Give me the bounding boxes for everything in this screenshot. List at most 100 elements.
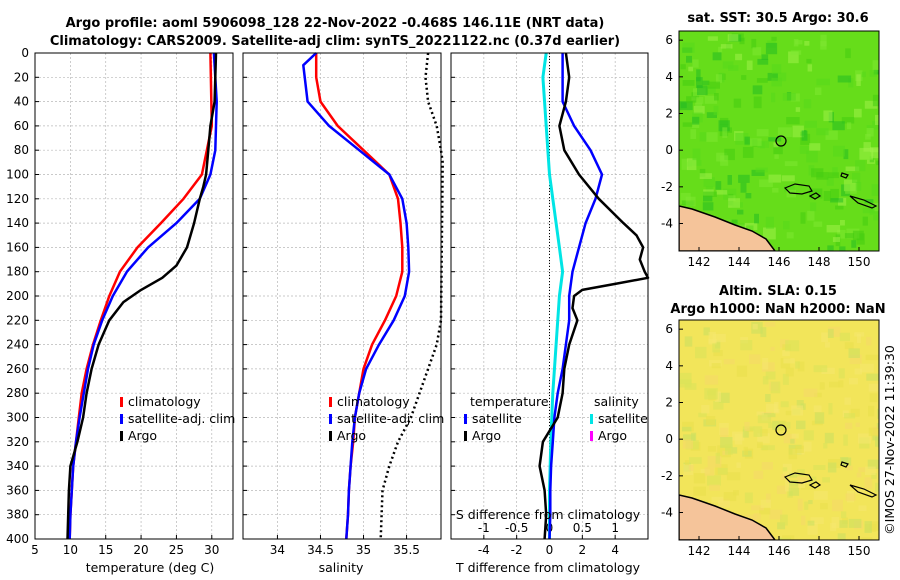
map-cell	[738, 174, 750, 183]
map-cell	[707, 475, 721, 486]
map-cell	[846, 465, 853, 471]
map-cell	[810, 202, 817, 212]
map-cell	[770, 346, 775, 351]
depth-tick-label: 20	[14, 70, 29, 84]
map-cell	[686, 96, 697, 103]
map-cell	[814, 412, 825, 424]
map-cell	[795, 40, 803, 45]
series-argo	[66, 52, 218, 540]
panel-frame	[242, 52, 442, 540]
map-cell	[872, 60, 879, 72]
imos-stamp: ©IMOS 27-Nov-2022 11:39:30	[882, 345, 897, 535]
map-cell	[777, 127, 792, 137]
map-cell	[826, 176, 834, 186]
map-cell	[864, 100, 878, 109]
map-cell	[803, 430, 814, 441]
temperature-panel: 5 10 15 20 25 30 climatology satellite-adj. cli…	[31, 52, 235, 557]
map-cell	[797, 498, 803, 511]
map-cell	[699, 173, 712, 179]
map-cell	[693, 486, 706, 496]
x-tick-label: 25	[169, 543, 184, 557]
map-cell	[868, 427, 879, 437]
map-cell	[806, 150, 818, 163]
t-difference-axis-label: T difference from climatology	[455, 560, 641, 575]
map-cell	[852, 172, 861, 183]
x-tick-label: 20	[133, 543, 148, 557]
map-cell	[868, 383, 879, 392]
map-cell	[683, 464, 694, 476]
map-cell	[751, 169, 765, 176]
land-new-guinea	[679, 205, 776, 251]
x-tick-label: -2	[511, 543, 523, 557]
map-cell	[800, 484, 815, 490]
map-cell	[807, 64, 813, 72]
map-cell	[845, 422, 853, 429]
map-cell	[837, 533, 846, 540]
map-cell	[824, 342, 830, 348]
depth-tick-label: 320	[6, 435, 29, 449]
map-cell	[827, 245, 834, 251]
map-cell	[782, 463, 792, 475]
map-cell	[753, 470, 764, 479]
map-cell	[745, 225, 754, 232]
lat-tick-label: -4	[661, 506, 673, 520]
legend-swatch	[120, 431, 123, 441]
map-cell	[807, 522, 818, 535]
map-cell	[737, 209, 744, 215]
lat-tick-label: 6	[665, 33, 673, 47]
depth-tick-label: 0	[21, 46, 29, 60]
lat-tick-label: -2	[661, 469, 673, 483]
map-cell	[824, 432, 834, 444]
sst-map-panel: 142 144 146 148 150 6 4 2 0 -2 -4	[661, 30, 880, 269]
map-cell	[800, 212, 806, 224]
map-cell	[688, 66, 694, 72]
map-cell	[801, 130, 808, 141]
map-cell	[680, 102, 687, 109]
legend-label: satellite-adj. clim	[337, 411, 444, 426]
map-cell	[795, 107, 801, 112]
map-cell	[751, 505, 764, 511]
map-cell	[846, 122, 852, 130]
map-cell	[841, 511, 847, 519]
legend-swatch	[120, 397, 123, 407]
map-cell	[744, 492, 753, 504]
depth-tick-label: 140	[6, 216, 29, 230]
map-cell	[845, 48, 851, 59]
map-cell	[796, 400, 804, 408]
map-cell	[692, 59, 699, 68]
map-cell	[768, 137, 782, 142]
map-cell	[703, 195, 713, 202]
map-cell	[760, 445, 775, 451]
x-tick-label: 15	[98, 543, 113, 557]
lat-tick-label: 2	[665, 107, 673, 121]
map-cell	[773, 145, 783, 155]
map-cell	[783, 433, 796, 444]
map-cell	[693, 473, 706, 484]
map-cell	[871, 148, 879, 159]
map-cell	[819, 382, 825, 390]
map-cell	[692, 116, 700, 125]
x-tick-label: 2	[579, 543, 587, 557]
lon-tick-label: 148	[808, 544, 831, 558]
map-cell	[875, 436, 879, 447]
depth-tick-label: 80	[14, 143, 29, 157]
legend-label: climatology	[337, 394, 410, 409]
map-cell	[777, 522, 786, 530]
map-cell	[820, 503, 828, 510]
map-cell	[857, 433, 872, 444]
lon-tick-label: 142	[688, 544, 711, 558]
map-cell	[864, 466, 876, 475]
map-cell	[713, 105, 719, 116]
legend-swatch	[329, 397, 332, 407]
map-cell	[866, 336, 872, 346]
depth-tick-label: 340	[6, 459, 29, 473]
map-cell	[789, 480, 799, 487]
map-cell	[763, 227, 776, 240]
map-cell	[752, 85, 763, 95]
map-cell	[771, 92, 776, 103]
map-cell	[701, 405, 710, 414]
island	[783, 472, 813, 484]
map-cell	[768, 422, 781, 428]
depth-tick-label: 300	[6, 411, 29, 425]
